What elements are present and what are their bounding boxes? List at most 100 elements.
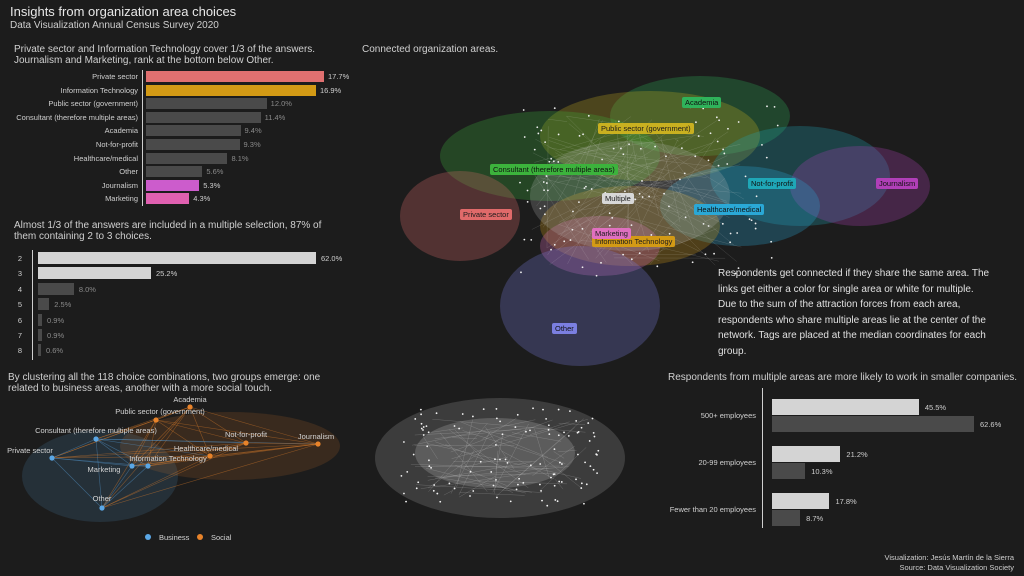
- social-group-area: [120, 412, 340, 480]
- cluster-link: [147, 455, 211, 467]
- network-node: [695, 121, 697, 124]
- network-node: [422, 429, 424, 431]
- network-link: [625, 216, 742, 248]
- cluster-link: [189, 406, 211, 457]
- network-tag: Consultant (therefore multiple areas): [490, 164, 618, 175]
- network-link: [415, 465, 560, 467]
- network-node: [737, 121, 740, 123]
- company-bar: [772, 446, 841, 462]
- network-node: [723, 152, 726, 155]
- network-node: [495, 444, 497, 446]
- network-node: [414, 418, 417, 420]
- network-link: [655, 228, 717, 254]
- multiple-cloud: [375, 398, 625, 518]
- network-node: [559, 461, 561, 464]
- areas-category-label: Consultant (therefore multiple areas): [16, 112, 138, 122]
- multi-category-label: 6: [17, 315, 22, 325]
- network-node: [557, 408, 560, 411]
- network-node: [575, 478, 577, 481]
- business-group-area: [22, 430, 178, 522]
- network-node: [525, 430, 527, 433]
- network-node: [533, 148, 536, 151]
- network-node: [600, 261, 602, 264]
- network-node: [553, 107, 556, 110]
- network-node: [773, 105, 776, 108]
- network-node: [597, 449, 600, 452]
- network-link: [460, 421, 549, 458]
- network-node: [608, 212, 611, 215]
- network-node: [576, 431, 579, 434]
- network-link: [558, 203, 591, 223]
- network-link: [485, 427, 515, 470]
- network-node: [679, 178, 681, 181]
- network-node: [516, 413, 519, 416]
- network-node: [736, 232, 739, 234]
- network-node: [403, 492, 405, 495]
- network-link: [428, 435, 504, 489]
- multi-value-label: 0.9%: [47, 315, 65, 325]
- areas-value-label: 8.1%: [231, 153, 249, 163]
- cluster-link: [51, 438, 97, 459]
- cluster-link: [95, 406, 191, 440]
- network-node: [683, 172, 686, 175]
- cluster-link: [131, 455, 211, 467]
- network-node: [544, 213, 546, 216]
- cluster-link: [101, 406, 191, 509]
- network-node: [702, 222, 705, 225]
- cluster-link: [51, 406, 191, 459]
- multi-value-label: 8.0%: [78, 284, 96, 294]
- network-link: [531, 178, 636, 230]
- network-node: [550, 157, 553, 160]
- network-link: [495, 483, 514, 493]
- network-node: [542, 408, 544, 411]
- network-node: [765, 156, 768, 159]
- network-node: [612, 147, 615, 150]
- network-node: [578, 201, 580, 204]
- areas-value-label: 5.6%: [206, 167, 224, 177]
- network-node: [403, 441, 405, 443]
- cluster-link: [95, 438, 133, 467]
- network-link: [660, 137, 681, 223]
- network-node: [495, 417, 498, 420]
- network-node: [595, 274, 598, 277]
- network-node: [575, 420, 578, 422]
- network-node: [553, 448, 556, 450]
- network-link: [553, 451, 565, 459]
- network-link: [640, 182, 725, 225]
- network-node: [543, 205, 546, 208]
- network-node: [592, 468, 595, 471]
- legend-swatch: [145, 534, 151, 540]
- network-link: [462, 430, 566, 464]
- areas-axis-line: [142, 70, 143, 206]
- network-node: [585, 185, 587, 188]
- cluster-node-label: Academia: [173, 396, 207, 404]
- cluster-link: [101, 443, 319, 509]
- network-node: [540, 129, 543, 132]
- network-node: [722, 148, 725, 151]
- network-link: [631, 139, 637, 163]
- network-node: [611, 216, 614, 219]
- network-link: [443, 490, 453, 496]
- cluster-node: [99, 505, 105, 511]
- network-tag: Other: [552, 323, 577, 334]
- network-node: [585, 483, 588, 486]
- network-node: [744, 175, 747, 178]
- network-link: [583, 148, 656, 195]
- network-link: [603, 166, 742, 208]
- network-node: [435, 412, 438, 415]
- network-tag: Healthcare/medical: [694, 204, 765, 215]
- network-node: [426, 445, 429, 448]
- network-link: [459, 492, 525, 496]
- network-node: [412, 453, 415, 456]
- multi-category-label: 5: [17, 300, 22, 310]
- network-link: [653, 139, 678, 190]
- network-link: [573, 119, 600, 196]
- company-value-label: 21.2%: [846, 450, 868, 459]
- network-node: [405, 500, 407, 503]
- multi-bar-chart: 2 62.0% 3 25.2% 4 8.0% 5 2.5% 6 0.9% 7 0.9% 8 0.6%: [0, 250, 360, 360]
- network-node: [691, 261, 694, 264]
- network-node: [583, 502, 585, 505]
- cluster-link: [51, 419, 157, 459]
- network-link: [568, 123, 737, 262]
- network-node: [436, 492, 439, 495]
